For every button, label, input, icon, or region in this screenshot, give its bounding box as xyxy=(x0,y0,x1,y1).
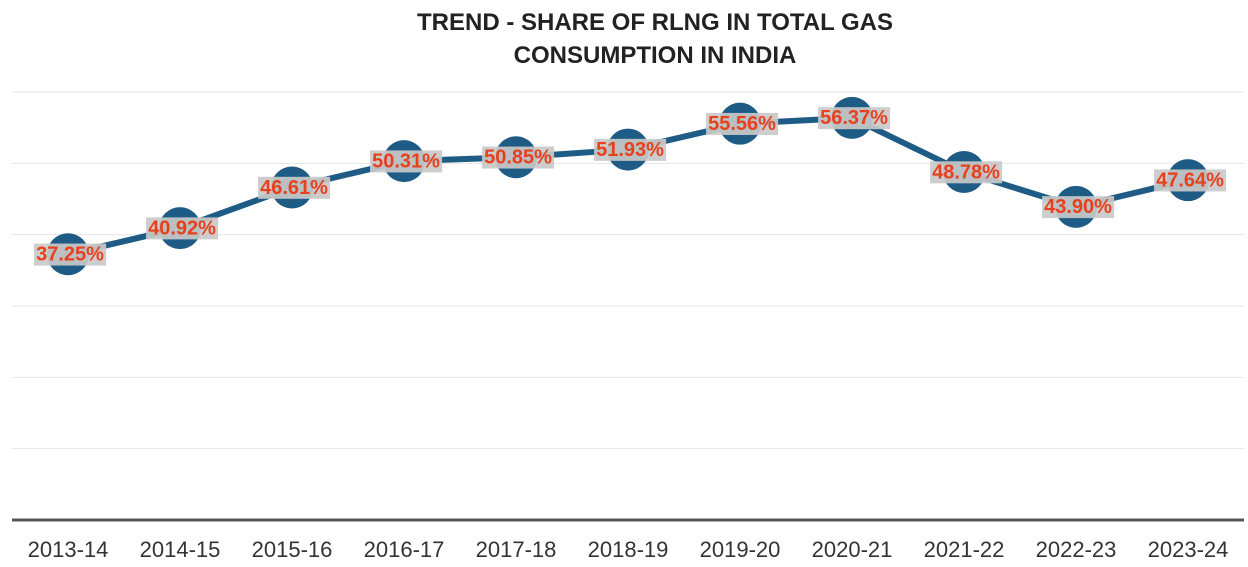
data-label-bg xyxy=(146,217,219,240)
chart-title: TREND - SHARE OF RLNG IN TOTAL GAS CONSU… xyxy=(416,9,893,69)
x-tick-label: 2017-18 xyxy=(476,537,557,562)
x-tick-label: 2018-19 xyxy=(588,537,669,562)
x-tick-label: 2016-17 xyxy=(364,537,445,562)
data-label: 40.92% xyxy=(148,217,216,239)
data-label-bg xyxy=(482,146,555,169)
data-label: 46.61% xyxy=(260,177,328,199)
data-label: 43.90% xyxy=(1044,196,1112,218)
data-label-bg xyxy=(594,138,667,161)
data-label-bg xyxy=(1042,196,1115,219)
x-tick-label: 2020-21 xyxy=(812,537,893,562)
data-label: 47.64% xyxy=(1156,169,1224,191)
x-tick-label: 2013-14 xyxy=(28,537,109,562)
x-tick-label: 2022-23 xyxy=(1036,537,1117,562)
x-tick-label: 2015-16 xyxy=(252,537,333,562)
x-tick-label: 2014-15 xyxy=(140,537,221,562)
data-label: 50.31% xyxy=(372,150,440,172)
x-tick-label: 2023-24 xyxy=(1148,537,1229,562)
data-label: 37.25% xyxy=(36,244,104,266)
data-label-bg xyxy=(930,161,1003,184)
data-label-bg xyxy=(1154,169,1227,192)
data-label-bg xyxy=(258,176,331,199)
data-label-bg xyxy=(818,107,891,130)
data-label-bg xyxy=(34,243,107,266)
x-tick-label: 2019-20 xyxy=(700,537,781,562)
data-label: 48.78% xyxy=(932,161,1000,183)
x-tick-label: 2021-22 xyxy=(924,537,1005,562)
data-label-bg xyxy=(370,150,443,173)
data-label: 55.56% xyxy=(708,113,776,135)
data-label: 51.93% xyxy=(596,139,664,161)
data-label-bg xyxy=(706,112,779,135)
data-label: 50.85% xyxy=(484,147,552,169)
data-label: 56.37% xyxy=(820,107,888,129)
